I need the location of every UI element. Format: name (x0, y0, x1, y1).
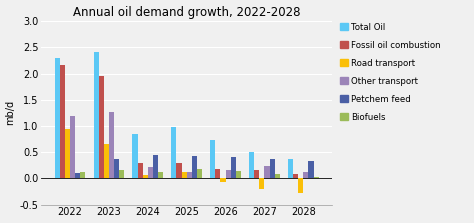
Title: Annual oil demand growth, 2022-2028: Annual oil demand growth, 2022-2028 (73, 6, 301, 19)
Bar (236, 171, 241, 178)
Bar (191, 156, 197, 178)
Bar (143, 175, 147, 178)
Bar (114, 159, 119, 178)
Legend: Total Oil, Fossil oil combustion, Road transport, Other transport, Petchem feed,: Total Oil, Fossil oil combustion, Road t… (339, 22, 442, 123)
Bar (259, 178, 264, 189)
Bar (158, 172, 163, 178)
Bar (137, 163, 143, 178)
Bar (313, 177, 319, 178)
Bar (132, 134, 137, 178)
Bar (215, 169, 220, 178)
Bar (293, 174, 298, 178)
Bar (60, 65, 64, 178)
Bar (298, 178, 303, 193)
Y-axis label: mb/d: mb/d (6, 100, 16, 126)
Bar (230, 157, 236, 178)
Bar (264, 166, 270, 178)
Bar (255, 169, 259, 178)
Bar (153, 155, 158, 178)
Bar (197, 169, 202, 178)
Bar (55, 58, 60, 178)
Bar (147, 167, 153, 178)
Bar (64, 129, 70, 178)
Bar (99, 76, 104, 178)
Bar (70, 116, 75, 178)
Bar (210, 140, 215, 178)
Bar (75, 173, 80, 178)
Bar (119, 169, 124, 178)
Bar (172, 127, 176, 178)
Bar (187, 172, 191, 178)
Bar (309, 161, 313, 178)
Bar (182, 172, 187, 178)
Bar (226, 170, 230, 178)
Bar (288, 159, 293, 178)
Bar (274, 174, 280, 178)
Bar (109, 112, 114, 178)
Bar (104, 144, 109, 178)
Bar (303, 172, 309, 178)
Bar (249, 152, 255, 178)
Bar (93, 52, 99, 178)
Bar (176, 163, 182, 178)
Bar (270, 159, 274, 178)
Bar (80, 172, 85, 178)
Bar (220, 178, 226, 182)
